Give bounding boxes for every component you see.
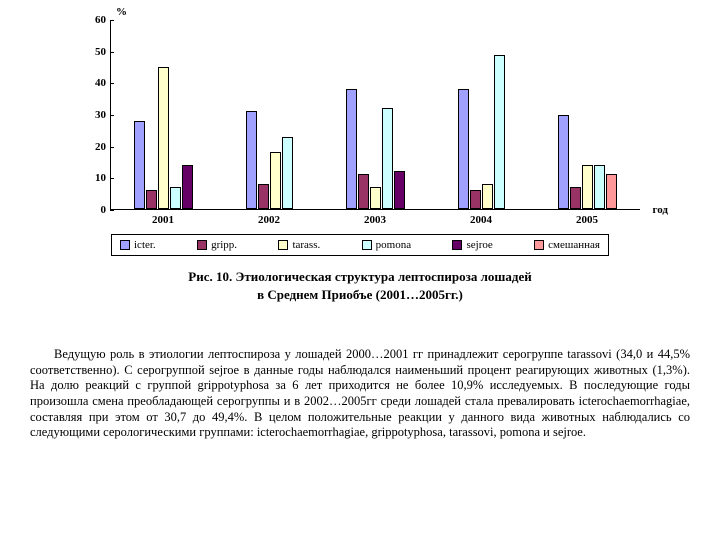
legend-swatch: [278, 240, 288, 250]
legend-item: pomona: [362, 239, 411, 251]
legend-item: icter.: [120, 239, 156, 251]
bar: [482, 184, 493, 209]
page: % 0102030405060 год 20012002200320042005…: [0, 0, 720, 540]
x-category-label: 2001: [110, 214, 216, 226]
legend-swatch: [362, 240, 372, 250]
legend-label: pomona: [376, 239, 411, 251]
bar-group: [111, 20, 217, 209]
plot: [110, 20, 640, 210]
chart: % 0102030405060 год 20012002200320042005…: [70, 20, 650, 256]
bar: [282, 137, 293, 209]
x-category-label: 2002: [216, 214, 322, 226]
y-tick-label: 30: [95, 109, 106, 121]
bar: [170, 187, 181, 209]
y-tick-label: 50: [95, 46, 106, 58]
x-axis-unit: год: [653, 204, 668, 216]
bar: [494, 55, 505, 209]
x-category-label: 2003: [322, 214, 428, 226]
legend-swatch: [534, 240, 544, 250]
legend-label: icter.: [134, 239, 156, 251]
y-axis-unit: %: [116, 6, 127, 18]
x-category-label: 2004: [428, 214, 534, 226]
legend-label: смешанная: [548, 239, 600, 251]
body-paragraph: Ведущую роль в этиологии лептоспироза у …: [30, 347, 690, 441]
legend-swatch: [452, 240, 462, 250]
caption-line-1: Рис. 10. Этиологическая структура лептос…: [188, 269, 531, 284]
bar: [182, 165, 193, 209]
bar: [358, 174, 369, 209]
bar: [370, 187, 381, 209]
bar-group: [323, 20, 429, 209]
x-category-label: 2005: [534, 214, 640, 226]
caption-line-2: в Среднем Приобъе (2001…2005гг.): [257, 287, 463, 302]
bar: [146, 190, 157, 209]
x-axis-categories: 20012002200320042005: [110, 214, 640, 226]
bar: [582, 165, 593, 209]
legend-item: sejroe: [452, 239, 492, 251]
legend-item: tarass.: [278, 239, 320, 251]
legend-item: смешанная: [534, 239, 600, 251]
y-tick-label: 10: [95, 172, 106, 184]
legend-label: gripp.: [211, 239, 237, 251]
bar: [346, 89, 357, 209]
legend-label: tarass.: [292, 239, 320, 251]
legend-label: sejroe: [466, 239, 492, 251]
y-axis: 0102030405060: [82, 20, 110, 210]
bar: [594, 165, 605, 209]
legend-swatch: [197, 240, 207, 250]
y-tick-label: 40: [95, 77, 106, 89]
bar: [246, 111, 257, 209]
bar-group: [428, 20, 534, 209]
bar: [134, 121, 145, 209]
bar-groups: [111, 20, 640, 209]
bar: [470, 190, 481, 209]
bar: [606, 174, 617, 209]
legend-swatch: [120, 240, 130, 250]
bar-group: [217, 20, 323, 209]
y-tick-label: 60: [95, 14, 106, 26]
legend: icter. gripp. tarass. pomona sejroe смешанная: [111, 234, 609, 256]
legend-item: gripp.: [197, 239, 237, 251]
bar-group: [534, 20, 640, 209]
figure-caption: Рис. 10. Этиологическая структура лептос…: [30, 268, 690, 303]
bar: [158, 67, 169, 209]
bar: [270, 152, 281, 209]
bar: [394, 171, 405, 209]
bar: [570, 187, 581, 209]
bar: [382, 108, 393, 209]
y-tick-label: 0: [101, 204, 107, 216]
bar: [458, 89, 469, 209]
y-tick-label: 20: [95, 141, 106, 153]
bar: [258, 184, 269, 209]
bar: [558, 115, 569, 210]
plot-area: 0102030405060 год: [110, 20, 640, 210]
